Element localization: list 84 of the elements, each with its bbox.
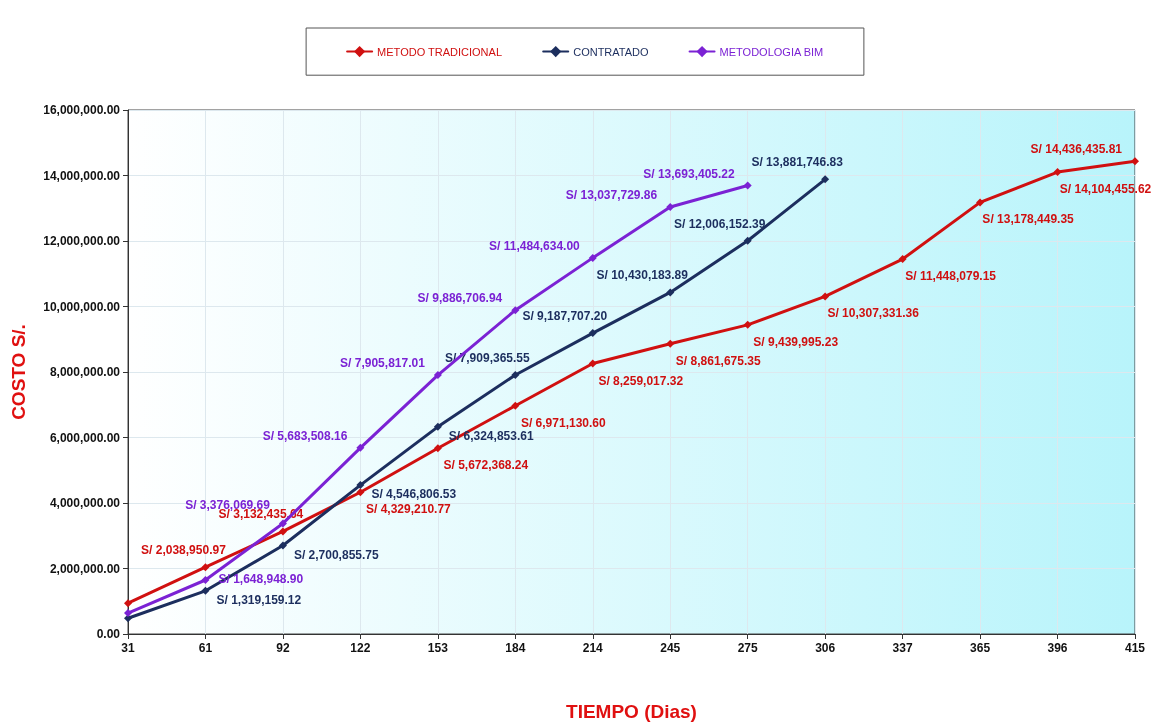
point [588,253,597,262]
data-label: S/ 2,038,950.97 [141,543,227,558]
point [356,443,365,452]
data-label: S/ 13,693,405.22 [643,166,736,181]
point [821,292,830,301]
point [898,255,907,264]
point [511,306,520,315]
data-label: S/ 9,886,706.94 [417,291,503,306]
data-label: S/ 4,546,806.53 [371,487,457,502]
x-tick-label: 61 [198,641,213,655]
point [743,320,752,329]
data-label: S/ 7,905,817.01 [340,356,426,371]
data-label: S/ 13,037,729.86 [565,188,658,203]
data-label: S/ 1,319,159.12 [216,592,302,607]
data-label: S/ 6,971,130.60 [520,415,606,430]
point [433,422,442,431]
point [666,203,675,212]
data-label: S/ 5,672,368.24 [443,458,529,473]
x-tick-label: 245 [660,641,681,655]
data-label: S/ 2,700,855.75 [293,547,379,562]
y-tick-label: 12,000,000.00 [43,234,121,248]
point [1053,168,1062,177]
data-label: S/ 10,430,183.89 [596,268,689,283]
x-tick-label: 92 [276,641,290,655]
data-label: S/ 11,448,079.15 [905,269,997,284]
point [356,481,365,490]
point [821,175,830,184]
x-tick-label: 396 [1047,641,1068,655]
point [201,563,210,572]
point [743,236,752,245]
point [124,599,132,608]
x-axis-title: TIEMPO (Dias) [566,701,697,722]
data-label: S/ 13,178,449.35 [982,212,1075,227]
x-tick-label: 31 [121,641,135,655]
x-tick-label: 214 [582,641,604,655]
data-label: S/ 13,881,746.83 [751,155,844,170]
data-label: S/ 5,683,508.16 [262,428,348,443]
y-tick-label: 8,000,000.00 [49,365,121,379]
y-tick-label: 16,000,000.00 [43,103,121,117]
x-tick-label: 275 [737,641,759,655]
point [201,576,210,584]
data-label: S/ 8,259,017.32 [598,373,684,388]
y-tick-label: 0.00 [96,627,121,641]
y-axis-title: COSTO S/. [8,324,29,420]
data-label: S/ 11,484,634.00 [489,238,581,253]
point [588,359,597,368]
data-label: S/ 10,307,331.36 [827,306,920,321]
x-tick-label: 184 [505,641,526,655]
point [433,371,442,380]
data-label: S/ 4,329,210.77 [366,502,452,517]
point [201,586,210,595]
point [976,198,985,207]
y-tick-label: 10,000,000.00 [43,299,121,314]
data-label: S/ 14,104,455.62 [1059,182,1152,197]
data-label: S/ 9,187,707.20 [522,309,608,324]
point [278,527,287,536]
legend-label: CONTRATADO [573,45,650,58]
data-label: S/ 12,006,152.39 [673,216,766,231]
point [278,541,287,550]
data-label: S/ 8,861,675.35 [675,353,761,368]
point [1131,157,1139,166]
legend-label: METODOLOGIA BIM [719,45,824,58]
point [511,370,520,379]
x-tick-label: 415 [1124,641,1146,655]
y-tick-label: 6,000,000.00 [49,430,121,445]
point [356,488,365,497]
y-tick-label: 14,000,000.00 [43,168,121,183]
y-tick-label: 4,000,000.00 [49,496,121,510]
point [666,288,675,297]
x-tick-label: 306 [815,641,836,655]
legend-label: METODO TRADICIONAL [377,45,503,58]
x-tick-label: 337 [892,641,913,655]
point [743,181,752,190]
point [433,444,442,453]
x-tick-label: 122 [350,641,371,655]
x-tick-label: 365 [970,641,991,655]
point [588,329,597,338]
y-tick-label: 2,000,000.00 [49,561,121,576]
data-label: S/ 9,439,995.23 [753,334,839,349]
x-tick-label: 153 [427,641,449,655]
point [666,339,675,348]
data-label: S/ 14,436,435.81 [1030,142,1123,157]
point [511,401,520,410]
point [124,609,132,618]
